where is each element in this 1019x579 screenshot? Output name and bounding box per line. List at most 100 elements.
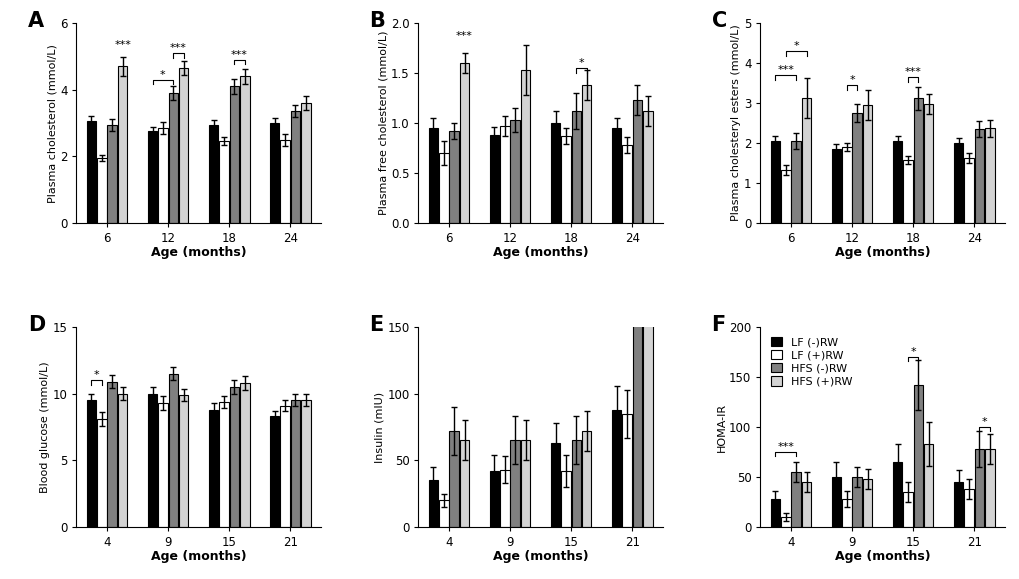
Legend: LF (-)RW, LF (+)RW, HFS (-)RW, HFS (+)RW: LF (-)RW, LF (+)RW, HFS (-)RW, HFS (+)RW bbox=[767, 335, 854, 389]
Bar bbox=[270, 416, 279, 527]
Bar bbox=[632, 100, 642, 223]
Bar bbox=[571, 111, 581, 223]
Bar bbox=[984, 449, 994, 527]
Bar bbox=[489, 471, 498, 527]
X-axis label: Age (months): Age (months) bbox=[492, 247, 588, 259]
Bar bbox=[107, 382, 117, 527]
Bar bbox=[280, 406, 289, 527]
Bar bbox=[560, 471, 571, 527]
Bar bbox=[209, 124, 218, 223]
Y-axis label: Blood glucose (mmol/L): Blood glucose (mmol/L) bbox=[40, 361, 50, 493]
Bar bbox=[521, 70, 530, 223]
Bar bbox=[229, 387, 238, 527]
Text: ***: *** bbox=[776, 442, 794, 452]
Bar bbox=[148, 394, 157, 527]
Bar bbox=[280, 140, 289, 223]
Text: ***: *** bbox=[114, 40, 130, 50]
Bar bbox=[158, 403, 167, 527]
Text: B: B bbox=[369, 11, 385, 31]
Text: *: * bbox=[909, 347, 915, 357]
X-axis label: Age (months): Age (months) bbox=[151, 550, 247, 563]
Text: C: C bbox=[711, 11, 727, 31]
Text: ***: *** bbox=[231, 50, 248, 60]
Bar bbox=[842, 499, 851, 527]
Bar bbox=[97, 419, 107, 527]
Bar bbox=[168, 93, 178, 223]
Bar bbox=[449, 431, 459, 527]
Bar bbox=[571, 440, 581, 527]
Bar bbox=[862, 479, 871, 527]
Bar bbox=[460, 440, 469, 527]
Bar bbox=[428, 128, 438, 223]
Bar bbox=[107, 124, 117, 223]
Bar bbox=[301, 400, 310, 527]
Bar bbox=[973, 449, 983, 527]
Text: ***: *** bbox=[904, 67, 920, 77]
Text: ***: *** bbox=[455, 31, 473, 41]
Bar bbox=[622, 145, 631, 223]
Bar bbox=[209, 409, 218, 527]
X-axis label: Age (months): Age (months) bbox=[492, 550, 588, 563]
Bar bbox=[642, 314, 652, 527]
Text: ***: *** bbox=[170, 43, 186, 53]
Bar bbox=[499, 470, 510, 527]
Bar bbox=[582, 431, 591, 527]
Y-axis label: Plasma cholesterol (mmol/L): Plasma cholesterol (mmol/L) bbox=[47, 43, 57, 203]
Bar bbox=[902, 492, 912, 527]
Y-axis label: Plasma free cholesterol (mmol/L): Plasma free cholesterol (mmol/L) bbox=[378, 31, 387, 215]
Bar bbox=[521, 440, 530, 527]
Bar bbox=[290, 400, 300, 527]
Bar bbox=[87, 122, 96, 223]
Bar bbox=[801, 98, 810, 223]
Bar bbox=[770, 499, 780, 527]
Bar bbox=[642, 111, 652, 223]
Bar bbox=[550, 443, 559, 527]
Bar bbox=[781, 517, 790, 527]
Bar bbox=[852, 113, 861, 223]
Bar bbox=[178, 395, 189, 527]
Bar bbox=[510, 440, 520, 527]
Bar bbox=[830, 149, 841, 223]
Bar bbox=[923, 104, 932, 223]
Bar bbox=[290, 111, 300, 223]
Bar bbox=[460, 63, 469, 223]
Bar bbox=[428, 480, 438, 527]
Text: *: * bbox=[980, 417, 986, 427]
Bar bbox=[270, 123, 279, 223]
Bar bbox=[913, 98, 922, 223]
X-axis label: Age (months): Age (months) bbox=[834, 247, 929, 259]
Bar bbox=[560, 136, 571, 223]
Bar bbox=[219, 141, 228, 223]
Text: D: D bbox=[28, 315, 45, 335]
Text: *: * bbox=[94, 371, 100, 380]
Y-axis label: Insulin (mIU): Insulin (mIU) bbox=[374, 391, 384, 463]
Bar bbox=[611, 409, 621, 527]
Bar bbox=[622, 413, 631, 527]
Text: *: * bbox=[793, 41, 798, 51]
Bar bbox=[438, 500, 448, 527]
Bar bbox=[301, 103, 310, 223]
Bar bbox=[953, 482, 962, 527]
Bar bbox=[239, 76, 250, 223]
Text: E: E bbox=[369, 315, 383, 335]
Bar bbox=[781, 170, 790, 223]
Bar bbox=[770, 141, 780, 223]
Bar bbox=[582, 85, 591, 223]
Y-axis label: HOMA-IR: HOMA-IR bbox=[715, 402, 726, 452]
Bar bbox=[489, 135, 498, 223]
Bar bbox=[963, 158, 973, 223]
Bar bbox=[550, 123, 559, 223]
Bar bbox=[158, 128, 167, 223]
Bar bbox=[239, 383, 250, 527]
Bar bbox=[984, 129, 994, 223]
Y-axis label: Plasma cholesteryl esters (mmol/L): Plasma cholesteryl esters (mmol/L) bbox=[731, 25, 741, 222]
Bar bbox=[892, 462, 902, 527]
Bar bbox=[830, 477, 841, 527]
Bar bbox=[632, 314, 642, 527]
Text: *: * bbox=[849, 75, 854, 85]
Bar bbox=[118, 67, 127, 223]
Bar bbox=[791, 141, 800, 223]
Bar bbox=[842, 147, 851, 223]
Bar bbox=[791, 472, 800, 527]
Bar bbox=[862, 105, 871, 223]
